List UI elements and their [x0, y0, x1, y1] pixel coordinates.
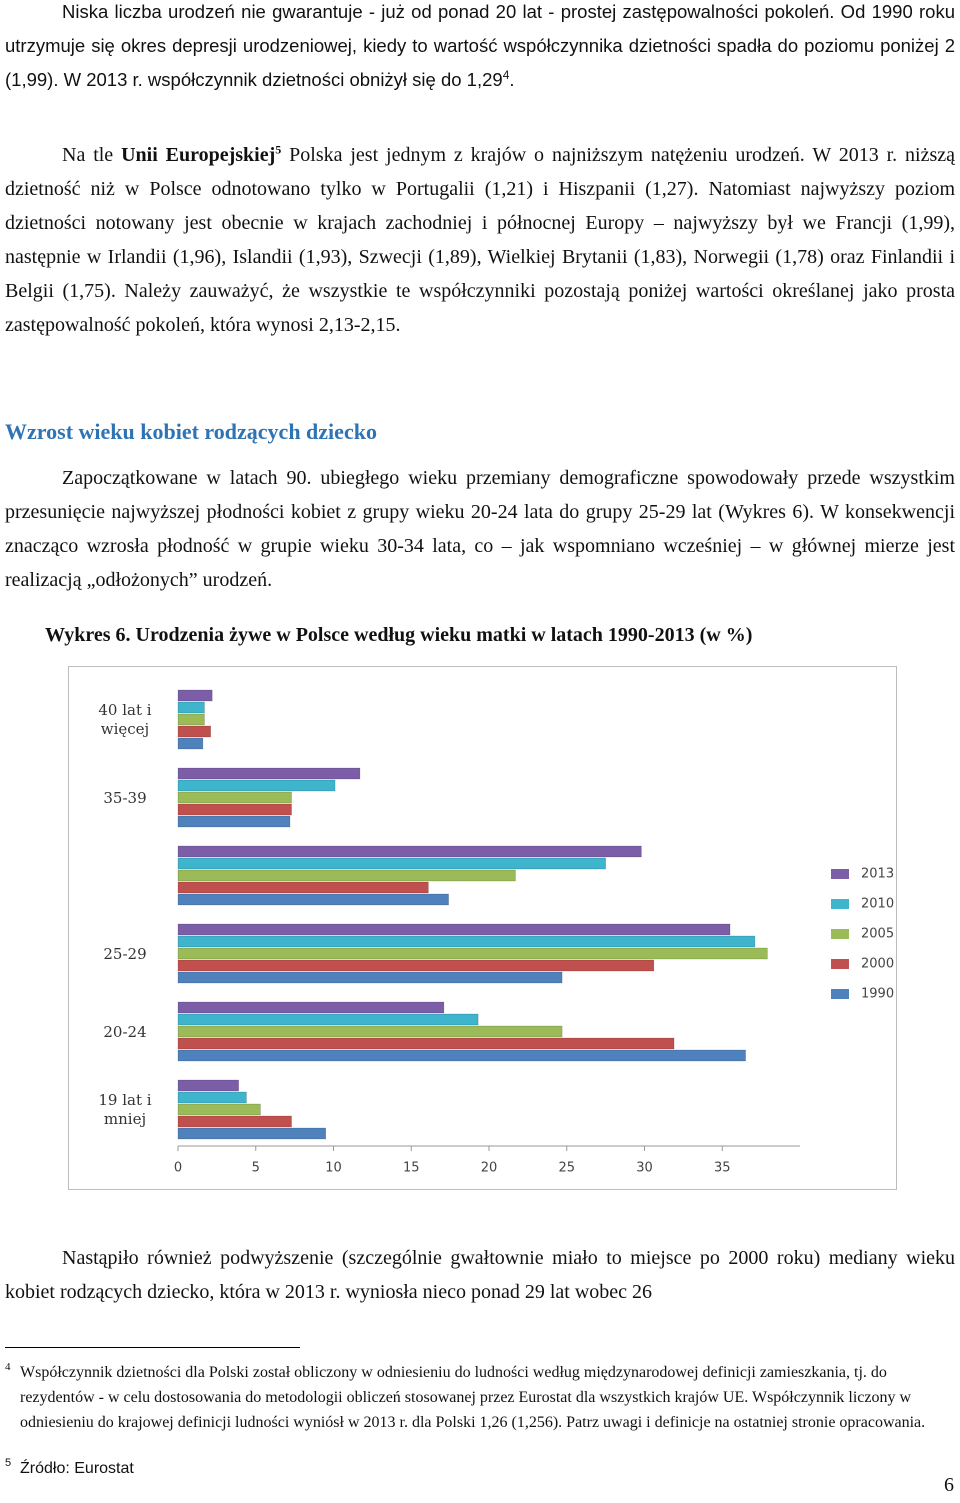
bar	[177, 713, 205, 726]
bar	[177, 689, 213, 702]
bar	[177, 869, 516, 882]
bar	[177, 959, 655, 972]
y-tick-label: 20-24	[103, 1022, 147, 1041]
text: Polska jest jednym z krajów o najniższym…	[5, 144, 955, 336]
bar	[177, 737, 204, 750]
bar	[177, 857, 606, 870]
bar	[177, 893, 449, 906]
footnote-text: Współczynnik dzietności dla Polski zosta…	[20, 1364, 926, 1431]
bar	[177, 947, 768, 960]
legend-swatch	[831, 989, 849, 999]
x-tick-label: 15	[403, 1161, 420, 1176]
legend-label: 2000	[861, 957, 894, 972]
bold-text: Unii Europejskiej	[121, 144, 276, 166]
bar	[177, 923, 731, 936]
chart-caption: Wykres 6. Urodzenia żywe w Polsce według…	[45, 624, 753, 646]
x-tick-label: 0	[174, 1161, 182, 1176]
bar	[177, 1049, 746, 1062]
footnote: 5 Źródło: Eurostat	[5, 1456, 945, 1481]
y-tick-label: 40 lat i więcej	[98, 701, 152, 738]
legend-swatch	[831, 929, 849, 939]
paragraph: Niska liczba urodzeń nie gwarantuje - ju…	[5, 0, 955, 97]
bar	[177, 803, 292, 816]
paragraph: Na tle Unii Europejskiej5 Polska jest je…	[5, 138, 955, 342]
x-tick-label: 30	[636, 1161, 653, 1176]
footnote-ref: 5	[275, 142, 282, 157]
bar	[177, 1013, 479, 1026]
footnote-separator	[5, 1347, 300, 1348]
legend-label: 2013	[861, 867, 894, 882]
footnote: 4 Współczynnik dzietności dla Polski zost…	[5, 1360, 945, 1435]
y-tick-label: 25-29	[103, 944, 147, 963]
y-tick-label: 35-39	[103, 788, 147, 807]
x-tick-label: 5	[252, 1161, 260, 1176]
footnote-ref: 4	[502, 67, 510, 82]
paragraph: Nastąpiło również podwyższenie (szczegól…	[5, 1247, 955, 1303]
footnote-number: 4	[5, 1361, 11, 1373]
section-heading: Wzrost wieku kobiet rodzących dziecko	[5, 419, 377, 444]
text: Na tle	[62, 144, 122, 166]
text: Niska liczba urodzeń nie gwarantuje - ju…	[5, 1, 955, 90]
bar	[177, 725, 211, 738]
footnote-number: 5	[5, 1457, 12, 1469]
bar	[177, 881, 429, 894]
footnote-text: Źródło: Eurostat	[20, 1460, 134, 1477]
bar	[177, 1037, 675, 1050]
legend-label: 2005	[861, 927, 894, 942]
paragraph: Zapoczątkowane w latach 90. ubiegłego wi…	[5, 467, 955, 591]
x-tick-label: 35	[714, 1161, 731, 1176]
bar	[177, 1103, 261, 1116]
legend-swatch	[831, 899, 849, 909]
x-tick-label: 10	[325, 1161, 342, 1176]
bar	[177, 1091, 247, 1104]
legend-label: 1990	[861, 987, 894, 1002]
legend-label: 2010	[861, 897, 894, 912]
bar	[177, 1079, 239, 1092]
legend-swatch	[831, 869, 849, 879]
chart-svg: 0 5 10 15 20 25 30 35 2013 2010 2005 2000 1990	[174, 689, 894, 1176]
y-tick-label: 19 lat i mniej	[98, 1091, 152, 1128]
bar	[177, 815, 291, 828]
bar	[177, 1115, 292, 1128]
chart: 0 5 10 15 20 25 30 35 2013 2010 2005 2000 1990 40 la…	[68, 666, 897, 1190]
page-number: 6	[944, 1474, 954, 1496]
bar	[177, 791, 292, 804]
bar	[177, 845, 642, 858]
bar	[177, 767, 361, 780]
x-tick-label: 25	[558, 1161, 575, 1176]
bar	[177, 935, 756, 948]
text: .	[509, 69, 515, 90]
x-tick-label: 20	[481, 1161, 498, 1176]
bar	[177, 1025, 563, 1038]
bar	[177, 971, 563, 984]
bar	[177, 1001, 445, 1014]
bar	[177, 1127, 327, 1140]
bar	[177, 779, 336, 792]
bar	[177, 701, 205, 714]
legend-swatch	[831, 959, 849, 969]
